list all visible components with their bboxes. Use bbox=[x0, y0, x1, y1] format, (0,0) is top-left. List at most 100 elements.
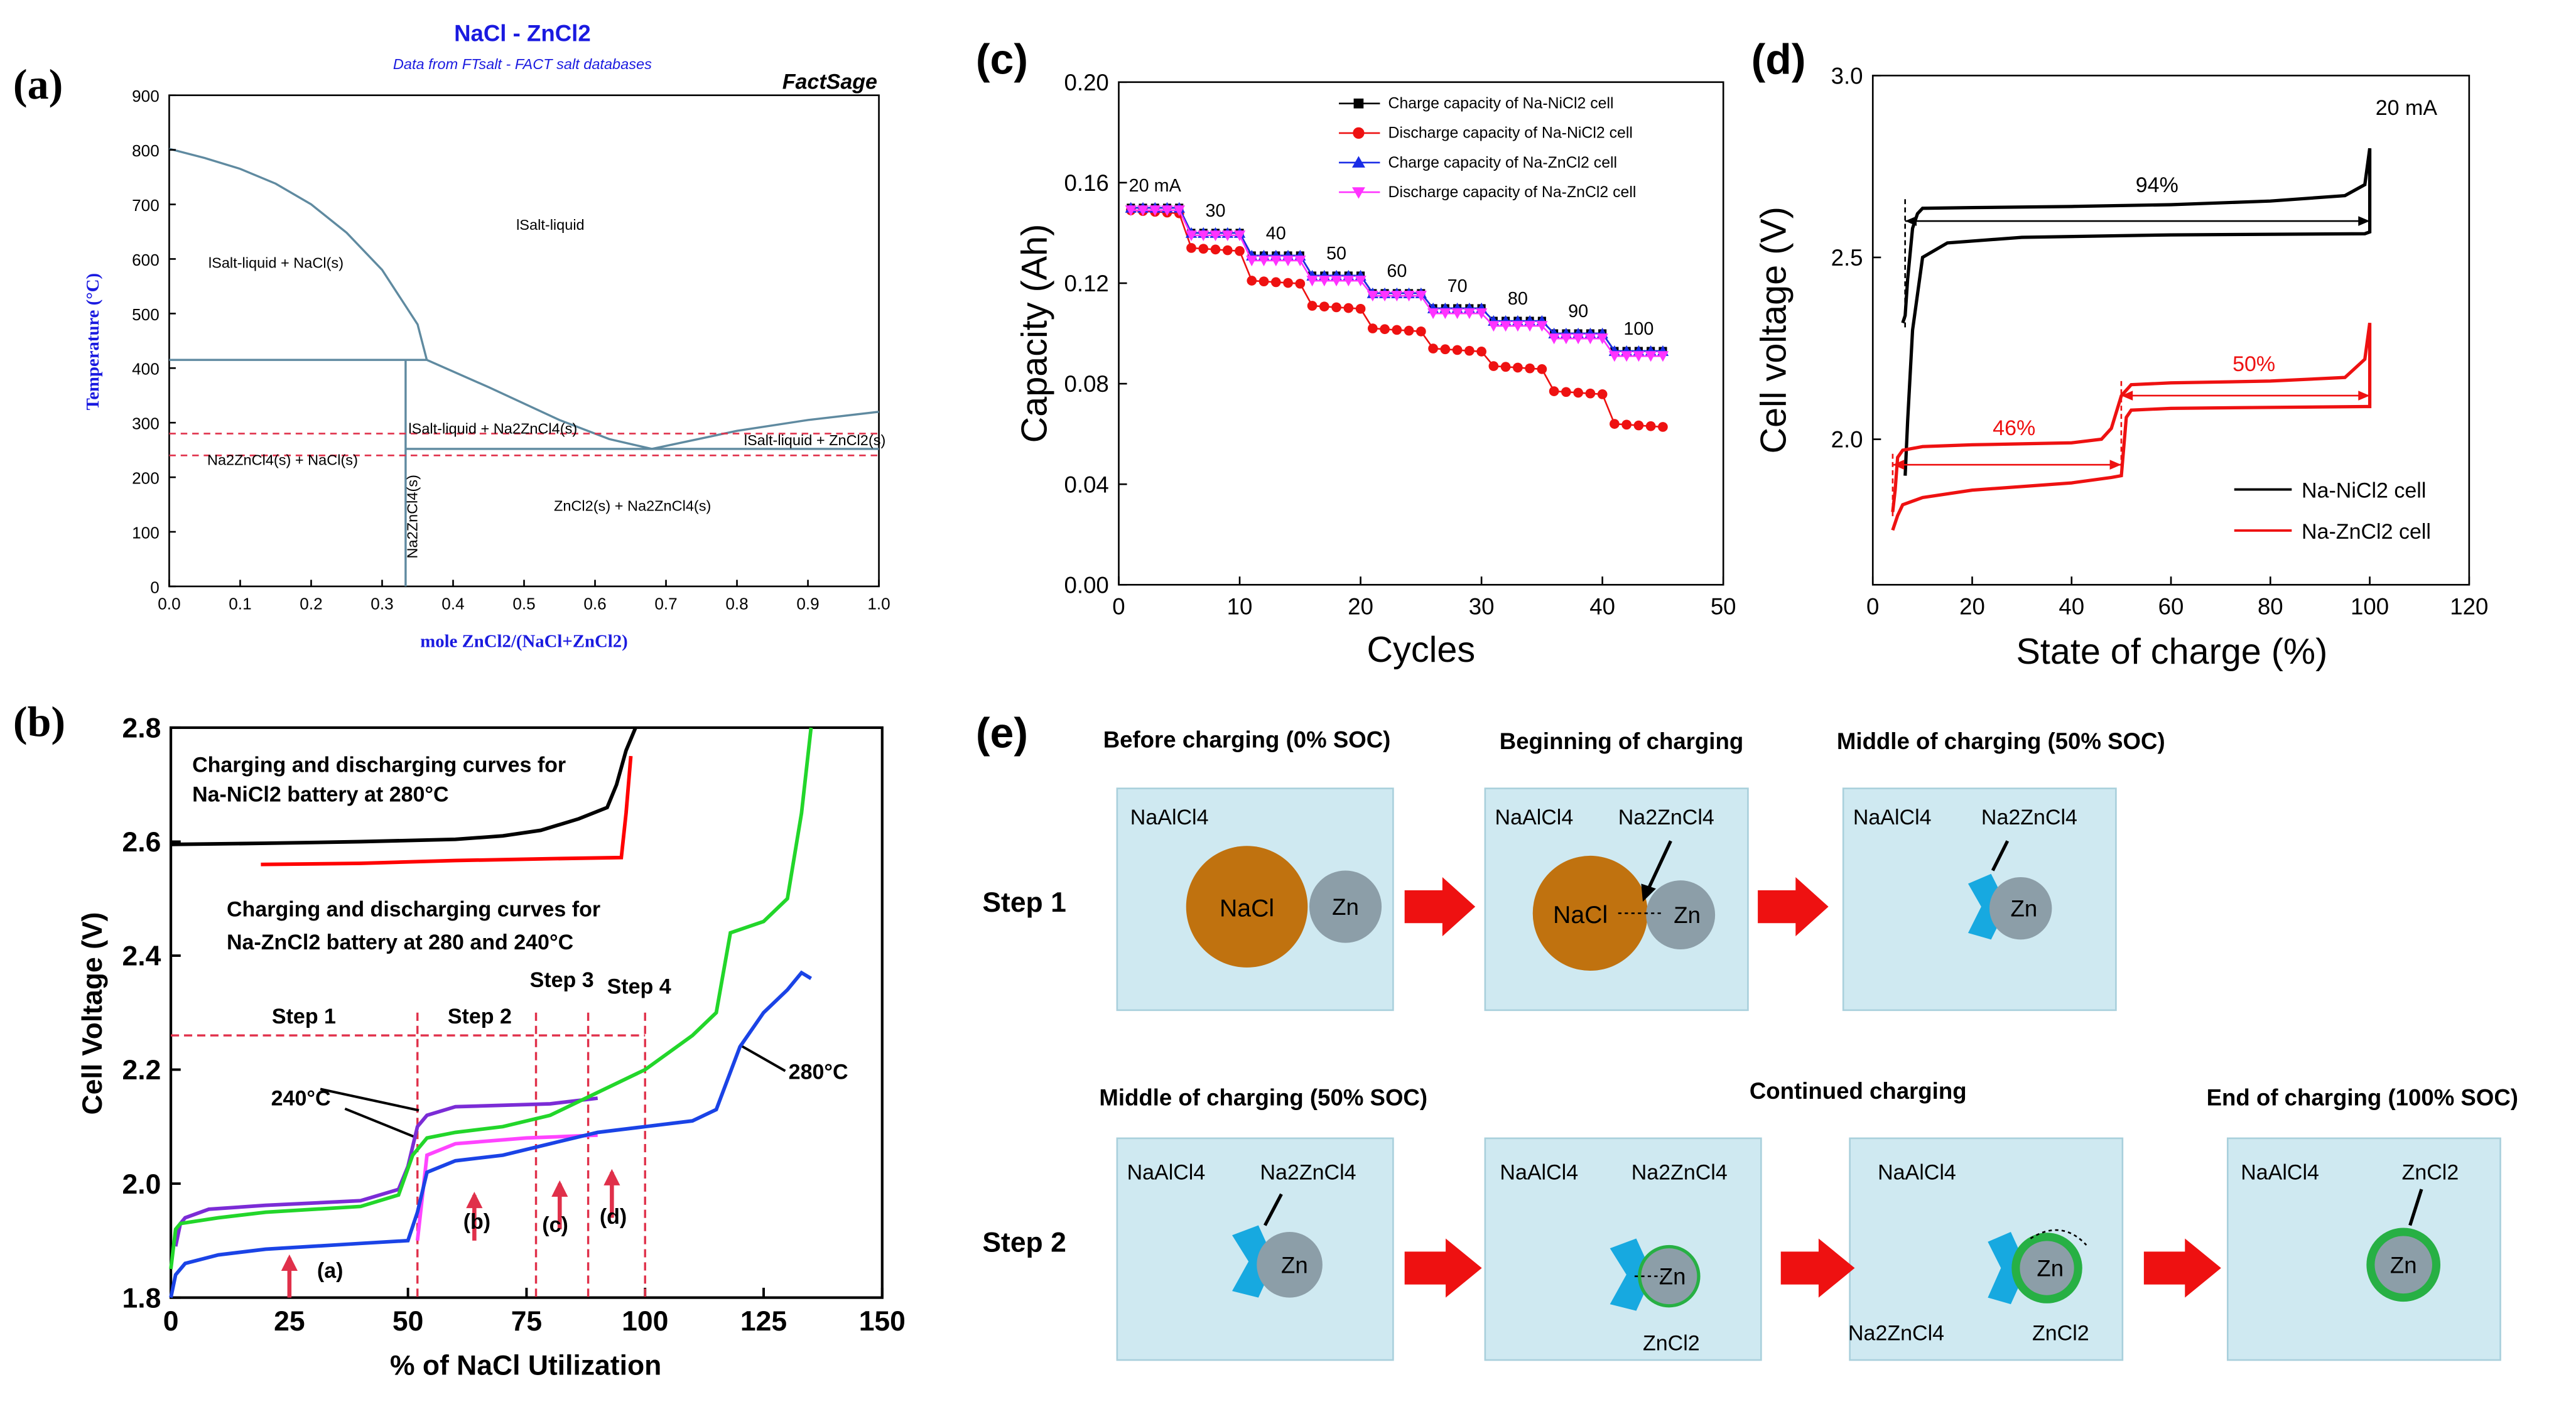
panel-a-phase-diagram: (a) NaCl - ZnCl2 Data from FTsalt - FACT… bbox=[13, 20, 890, 651]
arrow-4 bbox=[1780, 1238, 1855, 1298]
a-xtick-label-1: 0.1 bbox=[229, 595, 251, 613]
region-zncl2-na2zncl4: ZnCl2(s) + Na2ZnCl4(s) bbox=[554, 498, 711, 514]
a-series-1 bbox=[426, 359, 652, 450]
plot-d-annotations bbox=[1891, 199, 2370, 520]
plot-c-ticks: 0 10 20 30 40 50 0.00 0.04 0.08 0.12 0.16 0.20 bbox=[1064, 70, 1736, 620]
a-xtick-label-6: 0.6 bbox=[583, 595, 606, 613]
c-point-1-30 bbox=[1488, 361, 1499, 371]
c-point-3-2 bbox=[1149, 205, 1161, 217]
c-point-3-22 bbox=[1391, 291, 1403, 302]
panel-label-a: (a) bbox=[13, 60, 63, 108]
c-point-3-17 bbox=[1330, 276, 1343, 287]
box6-zncl2: ZnCl2 bbox=[2032, 1322, 2089, 1346]
chart-d-ylabel: Cell voltage (V) bbox=[1754, 207, 1794, 453]
c-ytick-label-2: 0.08 bbox=[1064, 371, 1109, 397]
a-ytick-label-1: 100 bbox=[132, 523, 160, 542]
a-ytick-label-2: 200 bbox=[132, 469, 160, 488]
c-ytick-label-3: 0.12 bbox=[1064, 271, 1109, 296]
c-point-3-23 bbox=[1403, 291, 1415, 302]
box4-pointer bbox=[1264, 1193, 1283, 1226]
b-marker-b: (b) bbox=[463, 1210, 490, 1234]
chart-a-subtitle: Data from FTsalt - FACT salt databases bbox=[393, 56, 652, 72]
head-before: Before charging (0% SOC) bbox=[1103, 726, 1391, 752]
c-point-1-10 bbox=[1247, 276, 1257, 286]
arrow-3 bbox=[1404, 1238, 1482, 1298]
c-point-1-23 bbox=[1404, 325, 1414, 336]
box3-zn: Zn bbox=[2011, 896, 2038, 922]
d-legend-zncl: Na-ZnCl2 cell bbox=[2302, 520, 2431, 544]
c-point-1-41 bbox=[1621, 419, 1632, 430]
region-liq-na2zncl4: lSalt-liquid + Na2ZnCl4(s) bbox=[408, 421, 577, 437]
c-legend-label-1: Discharge capacity of Na-NiCl2 cell bbox=[1388, 125, 1633, 142]
c-point-1-19 bbox=[1355, 303, 1366, 314]
step1-label: Step 1 bbox=[982, 887, 1066, 918]
c-point-3-30 bbox=[1488, 321, 1500, 332]
b-ytick-label-3: 2.4 bbox=[122, 941, 161, 972]
box-end: NaAlCl4 ZnCl2 Zn bbox=[2226, 1137, 2501, 1361]
c-point-1-34 bbox=[1537, 364, 1547, 374]
c-ytick-label-5: 0.20 bbox=[1064, 70, 1109, 95]
nacl-particle-2 bbox=[1532, 855, 1648, 971]
box5-zncl2: ZnCl2 bbox=[1643, 1331, 1700, 1355]
c-point-1-40 bbox=[1610, 419, 1620, 429]
a-ytick-label-9: 900 bbox=[132, 87, 160, 105]
c-point-3-39 bbox=[1596, 333, 1608, 345]
b-zncl-text-1: Charging and discharging curves for bbox=[227, 898, 600, 922]
d-zncl-pct2: 50% bbox=[2232, 352, 2275, 376]
c-point-3-4 bbox=[1173, 205, 1185, 217]
plot-b-ticks: 0 25 50 75 100 125 150 1.8 2.0 2.2 2.4 2.6 2.8 bbox=[122, 713, 906, 1337]
head-begin: Beginning of charging bbox=[1500, 728, 1743, 754]
box2-naalcl4: NaAlCl4 bbox=[1495, 806, 1574, 829]
c-rate-label-0: 20 mA bbox=[1129, 176, 1182, 196]
c-point-3-42 bbox=[1633, 351, 1645, 362]
box7-zn: Zn bbox=[2390, 1252, 2417, 1278]
c-point-1-29 bbox=[1476, 347, 1486, 357]
b-step1: Step 1 bbox=[272, 1005, 336, 1028]
c-rate-label-5: 70 bbox=[1448, 276, 1468, 296]
panel-e-schematic: (e) Before charging (0% SOC) Beginning o… bbox=[976, 709, 2518, 1361]
a-ytick-label-4: 400 bbox=[132, 360, 160, 379]
c-point-3-29 bbox=[1475, 308, 1488, 320]
b-280-pointer bbox=[739, 1044, 786, 1072]
a-xtick-label-10: 1.0 bbox=[867, 595, 890, 613]
d-zncl-pct1: 46% bbox=[1993, 416, 2035, 440]
d-arrow-zncl-2-head-r bbox=[2358, 391, 2370, 401]
zn-particle-2 bbox=[1646, 880, 1716, 950]
c-point-3-32 bbox=[1512, 321, 1524, 332]
region-compound: Na2ZnCl4(s) bbox=[404, 475, 420, 558]
box6-zn: Zn bbox=[2037, 1256, 2064, 1282]
c-legend-marker-3 bbox=[1351, 187, 1365, 199]
b-240-pointer-1 bbox=[320, 1087, 419, 1112]
b-xtick-label-4: 100 bbox=[622, 1306, 668, 1337]
chart-b-ylabel: Cell Voltage (V) bbox=[77, 912, 108, 1115]
b-series-5 bbox=[169, 970, 813, 1298]
box4-naalcl4: NaAlCl4 bbox=[1127, 1160, 1206, 1184]
d-xtick-label-1: 20 bbox=[1959, 593, 1985, 619]
c-point-1-24 bbox=[1415, 326, 1426, 337]
arrow-1 bbox=[1404, 877, 1476, 937]
a-xtick-label-0: 0.0 bbox=[158, 595, 180, 613]
b-ytick-label-4: 2.6 bbox=[122, 827, 161, 858]
b-red-arrow-head-0 bbox=[281, 1254, 298, 1271]
c-point-3-44 bbox=[1657, 351, 1669, 362]
d-ytick-label-1: 2.5 bbox=[1831, 245, 1863, 271]
box-middle-2: NaAlCl4 Na2ZnCl4 Zn bbox=[1116, 1137, 1394, 1361]
box3-naalcl4: NaAlCl4 bbox=[1853, 806, 1932, 829]
c-point-1-32 bbox=[1513, 362, 1523, 373]
c-point-3-12 bbox=[1270, 256, 1282, 267]
c-legend-marker-1 bbox=[1353, 127, 1365, 139]
chart-d-xlabel: State of charge (%) bbox=[2016, 632, 2327, 672]
zn-particle-5 bbox=[1638, 1244, 1701, 1308]
b-marker-a: (a) bbox=[317, 1259, 344, 1283]
region-liquid: lSalt-liquid bbox=[516, 217, 585, 233]
c-point-3-37 bbox=[1572, 333, 1584, 345]
c-point-3-34 bbox=[1536, 321, 1548, 332]
c-xtick-label-2: 20 bbox=[1348, 593, 1373, 619]
c-point-1-12 bbox=[1270, 277, 1281, 288]
c-point-3-20 bbox=[1366, 291, 1378, 302]
c-point-3-40 bbox=[1608, 351, 1621, 362]
c-point-3-33 bbox=[1523, 321, 1536, 332]
c-ytick-label-4: 0.16 bbox=[1064, 170, 1109, 196]
c-ytick-label-1: 0.04 bbox=[1064, 472, 1109, 497]
box-begin: NaAlCl4 Na2ZnCl4 NaCl Zn bbox=[1484, 787, 1749, 1012]
